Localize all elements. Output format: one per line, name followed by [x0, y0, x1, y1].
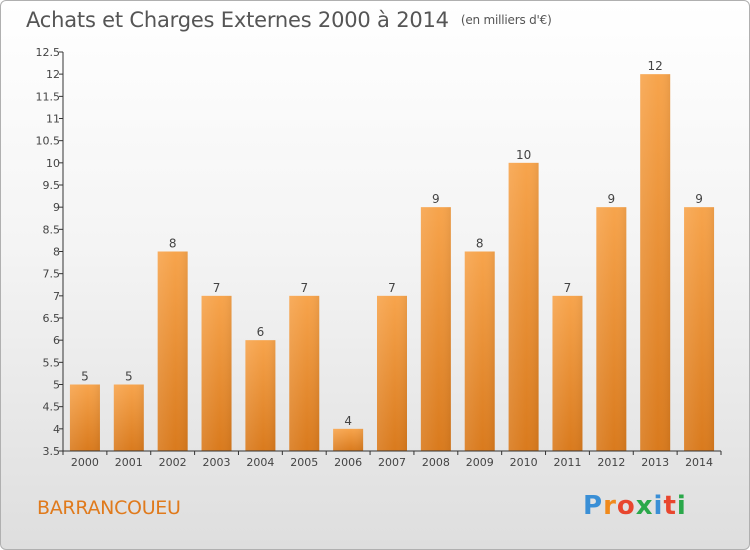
value-label-2008: 9	[432, 192, 440, 206]
proxiti-logo[interactable]: Proxiti	[583, 491, 687, 521]
x-tick-label-2006: 2006	[334, 456, 362, 469]
value-label-2000: 5	[81, 370, 89, 384]
x-tick-label-2001: 2001	[115, 456, 143, 469]
bar-sheen-2002	[157, 251, 188, 451]
bar-sheen-2006	[333, 428, 364, 451]
y-tick-label: 10	[46, 157, 60, 170]
bar-sheen-2010	[508, 162, 539, 452]
logo-letter: P	[583, 491, 604, 521]
bar-sheen-2009	[464, 251, 495, 451]
commune-name: BARRANCOUEU	[37, 497, 181, 519]
y-tick-label: 8.5	[43, 223, 61, 236]
x-tick-label-2004: 2004	[246, 456, 274, 469]
y-tick-label: 7.5	[43, 268, 61, 281]
bar-sheen-2011	[552, 295, 583, 451]
x-tick-label-2000: 2000	[71, 456, 99, 469]
y-tick-label: 5	[53, 379, 60, 392]
value-label-2012: 9	[608, 192, 616, 206]
x-tick-label-2010: 2010	[510, 456, 538, 469]
axes-group: 2000 2001 2002 2003 2004 2005 2006 2007 2008 2009…	[36, 46, 722, 469]
y-tick-label: 12	[46, 68, 60, 81]
bars-group: 5 5 8 7 6 7 4 7 9 8 10 7 9 12 9	[69, 59, 715, 452]
chart-title-text: Achats et Charges Externes 2000 à 2014	[26, 8, 449, 32]
logo-letter: i	[653, 491, 664, 521]
value-label-2010: 10	[516, 148, 531, 162]
x-tick-label-2002: 2002	[159, 456, 187, 469]
bar-sheen-2005	[289, 295, 320, 451]
y-tick-label: 9	[53, 201, 60, 214]
value-label-2001: 5	[125, 370, 133, 384]
value-label-2003: 7	[213, 281, 221, 295]
x-tick-label-2007: 2007	[378, 456, 406, 469]
logo-letter: x	[635, 491, 654, 521]
y-tick-label: 4.5	[43, 401, 61, 414]
value-label-2002: 8	[169, 237, 177, 251]
x-tick-label-2009: 2009	[466, 456, 494, 469]
logo-letter: o	[616, 491, 636, 521]
bar-sheen-2003	[201, 295, 232, 451]
logo-letter: t	[663, 491, 677, 521]
x-tick-label-2012: 2012	[597, 456, 625, 469]
y-tick-label: 5.5	[43, 356, 61, 369]
value-label-2005: 7	[300, 281, 308, 295]
x-tick-label-2014: 2014	[685, 456, 713, 469]
x-tick-label-2003: 2003	[203, 456, 231, 469]
y-tick-label: 11.5	[36, 90, 61, 103]
value-label-2006: 4	[344, 414, 352, 428]
y-tick-label: 3.5	[43, 445, 61, 458]
y-tick-label: 7	[53, 290, 60, 303]
value-label-2011: 7	[564, 281, 572, 295]
chart-title: Achats et Charges Externes 2000 à 2014 (e…	[26, 8, 552, 32]
logo-letter: i	[676, 491, 687, 521]
bar-sheen-2007	[377, 295, 407, 451]
value-label-2007: 7	[388, 281, 396, 295]
x-tick-label-2013: 2013	[641, 456, 669, 469]
bar-sheen-2008	[420, 207, 451, 451]
bar-sheen-2000	[69, 384, 100, 451]
value-label-2014: 9	[695, 192, 703, 206]
y-tick-label: 6.5	[43, 312, 61, 325]
bar-sheen-2004	[245, 340, 276, 451]
y-tick-label: 6	[53, 334, 60, 347]
bar-sheen-2014	[684, 207, 715, 451]
y-tick-label: 9.5	[43, 179, 61, 192]
chart-unit: (en milliers d'€)	[460, 13, 552, 27]
bar-sheen-2001	[113, 384, 144, 451]
x-tick-label-2011: 2011	[553, 456, 581, 469]
value-label-2004: 6	[257, 325, 265, 339]
value-label-2009: 8	[476, 237, 484, 251]
bar-sheen-2013	[640, 74, 671, 452]
x-tick-label-2008: 2008	[422, 456, 450, 469]
value-label-2013: 12	[648, 59, 663, 73]
y-tick-label: 8	[53, 246, 60, 259]
y-tick-label: 10.5	[36, 135, 61, 148]
x-tick-label-2005: 2005	[290, 456, 318, 469]
y-tick-label: 4	[53, 423, 60, 436]
y-tick-label: 12.5	[36, 46, 61, 59]
y-tick-label: 11	[46, 113, 60, 126]
bar-sheen-2012	[596, 207, 627, 451]
logo-letter: r	[603, 491, 617, 521]
